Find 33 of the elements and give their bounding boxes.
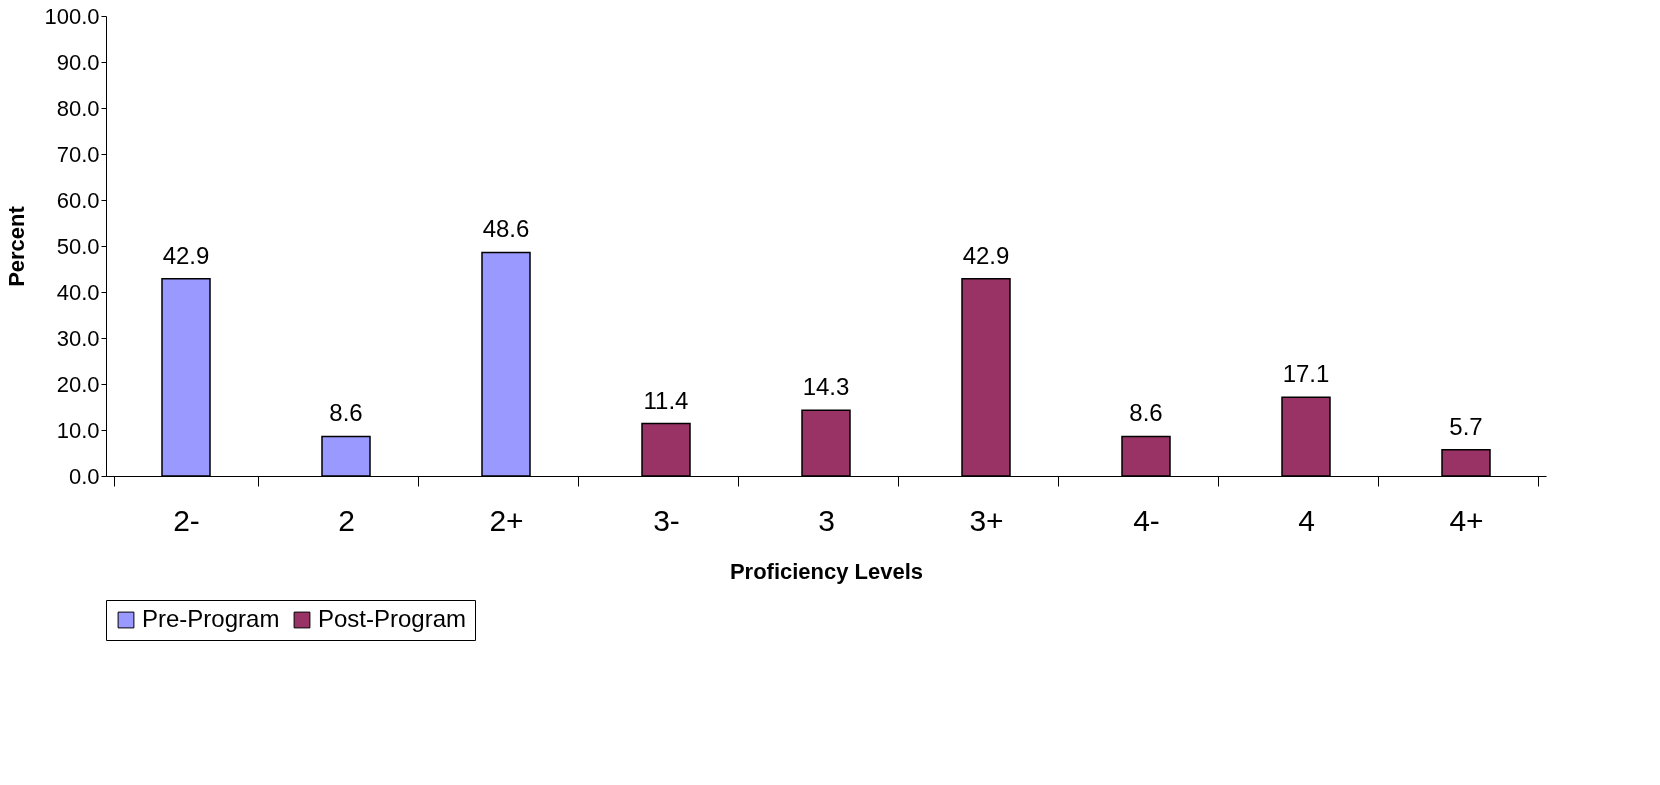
data-label: 42.9	[162, 241, 210, 269]
x-axis-title: Proficiency Levels	[729, 558, 924, 584]
y-tick-label: 90.0	[56, 49, 100, 75]
data-label: 17.1	[1282, 360, 1330, 388]
x-tick-label: 3	[818, 503, 835, 537]
y-tick-label: 60.0	[56, 187, 100, 213]
y-tick-label: 40.0	[56, 279, 100, 305]
x-tick-label: 4+	[1449, 503, 1484, 537]
y-tick-label: 100.0	[44, 3, 100, 29]
y-tick-label: 70.0	[56, 141, 100, 167]
x-tick-label: 3+	[969, 503, 1004, 537]
y-tick-label: 30.0	[56, 325, 100, 351]
y-tick-label: 0.0	[68, 463, 100, 489]
y-tick-label: 80.0	[56, 95, 100, 121]
legend-label: Pre-Program	[142, 605, 280, 632]
x-tick-label: 3-	[653, 503, 680, 537]
x-tick-label: 4-	[1133, 503, 1160, 537]
data-label: 11.4	[643, 386, 689, 414]
data-label: 42.9	[962, 241, 1010, 269]
data-label: 14.3	[802, 373, 850, 401]
x-tick-label: 4	[1298, 503, 1315, 537]
y-axis-title: Percent	[4, 205, 30, 287]
data-label: 48.6	[482, 215, 530, 243]
x-tick-label: 2	[338, 503, 355, 537]
legend-label: Post-Program	[318, 605, 467, 632]
data-label: 5.7	[1449, 412, 1483, 440]
x-tick-label: 2+	[489, 503, 524, 537]
y-tick-label: 20.0	[56, 371, 100, 397]
data-label: 8.6	[1129, 399, 1163, 427]
y-tick-label: 50.0	[56, 233, 100, 259]
x-tick-label: 2-	[173, 503, 200, 537]
y-tick-label: 10.0	[56, 417, 100, 443]
data-label: 8.6	[329, 399, 363, 427]
